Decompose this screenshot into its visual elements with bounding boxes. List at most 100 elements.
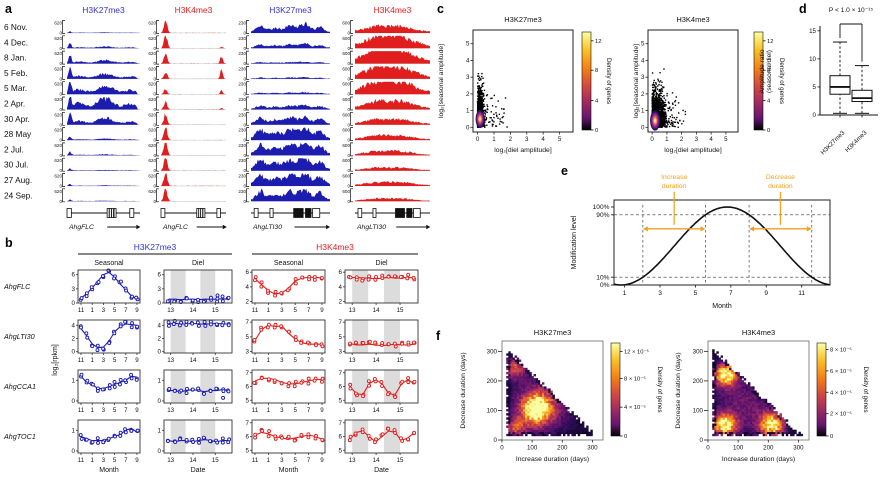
y-tick: 7: [339, 319, 343, 326]
x-tick: 3: [280, 457, 284, 464]
panel-b-canvas: H3K27me3 H3K4me3 Seasonal Diel Seasonal Diel l…: [3, 242, 419, 474]
y-tick: 6: [72, 272, 76, 279]
y-tick: 3: [466, 74, 470, 81]
y-tick: 0: [158, 448, 162, 455]
x-tick: 3: [280, 307, 284, 314]
mark-title: H3K27me3: [82, 5, 125, 15]
x-tick: 3: [658, 290, 662, 297]
track-scale-zero: 0: [243, 92, 246, 97]
y-tick: 0: [158, 398, 162, 405]
x-tick: 7: [307, 307, 311, 314]
x-tick: 3: [102, 307, 106, 314]
mark-title: H3K4me3: [316, 242, 354, 252]
y-tick: 6: [339, 269, 343, 276]
track-scale-max: 620: [54, 66, 62, 71]
track-scale-max: 600: [342, 189, 350, 194]
x-tick: 13: [349, 407, 356, 414]
x-tick: 9: [320, 307, 324, 314]
y-tick: 10%: [596, 274, 609, 281]
x-tick: 3: [102, 407, 106, 414]
x-tick: 4: [541, 136, 545, 143]
colorbar-tick: 8: [767, 68, 770, 74]
x-axis-label: Date: [191, 467, 206, 474]
track-scale-max: 620: [54, 51, 62, 56]
track-scale-max: 230: [238, 21, 246, 26]
date-label: 6 Nov.: [4, 22, 27, 32]
track-scale-zero: 0: [153, 122, 156, 127]
track-scale-zero: 0: [347, 168, 350, 173]
track-scale-zero: 0: [243, 168, 246, 173]
track-scale-zero: 0: [347, 107, 350, 112]
date-label: 5 Mar.: [4, 83, 27, 93]
date-label: 28 May: [4, 129, 32, 139]
track-scale-zero: 0: [153, 138, 156, 143]
x-tick: 7: [307, 357, 311, 364]
x-tick: 14: [373, 357, 380, 364]
colorbar-tick: 12: [767, 39, 773, 45]
y-tick: 3: [72, 286, 76, 293]
track-scale-max: 620: [148, 97, 156, 102]
sub-header: Seasonal: [274, 260, 304, 267]
x-tick: 15: [212, 307, 219, 314]
track-scale-zero: 0: [153, 61, 156, 66]
x-tick: 300: [587, 445, 598, 452]
y-tick: 5: [246, 334, 250, 341]
y-tick: 200: [693, 378, 704, 385]
x-tick: 14: [190, 357, 197, 364]
colorbar-tick: 0: [595, 128, 598, 134]
track-scale-zero: 0: [59, 138, 62, 143]
track-scale-zero: 0: [59, 92, 62, 97]
track-scale-max: 620: [54, 189, 62, 194]
panel-d-canvas: P < 1.0 × 10⁻¹⁵ Amplitude ratio (seasonal/…: [759, 7, 878, 156]
track-scale-zero: 0: [347, 46, 350, 51]
track-scale-zero: 0: [243, 153, 246, 158]
y-tick: 7: [246, 420, 250, 427]
x-tick: 5: [694, 290, 698, 297]
gene-name: AhgLTI30: [356, 224, 386, 231]
x-tick: 15: [397, 457, 404, 464]
track-scale-max: 620: [54, 21, 62, 26]
track-scale-max: 620: [54, 143, 62, 148]
x-tick: 7: [124, 357, 128, 364]
x-tick: 7: [124, 457, 128, 464]
y-tick: 90%: [596, 212, 609, 219]
x-tick: 5: [113, 407, 117, 414]
y-tick: 4: [246, 284, 250, 291]
x-tick: 5: [293, 357, 297, 364]
y-tick: 5: [339, 397, 343, 404]
track-scale-zero: 0: [243, 46, 246, 51]
annotation-label: duration: [662, 183, 687, 190]
y-tick: 6: [339, 384, 343, 391]
y-tick: 4: [339, 284, 343, 291]
x-tick: 13: [349, 307, 356, 314]
y-tick: 6: [339, 434, 343, 441]
track-scale-max: 620: [148, 66, 156, 71]
colorbar-label: Density of genes: [778, 58, 785, 104]
y-tick: 4: [641, 57, 645, 64]
x-tick: 13: [167, 407, 174, 414]
mark-title: H3K27me3: [134, 242, 177, 252]
y-tick: 1: [466, 108, 470, 115]
x-axis-label: log₂[diel amplitude]: [494, 147, 552, 154]
track-scale-max: 230: [238, 97, 246, 102]
y-tick: 3: [339, 349, 343, 356]
track-scale-max: 600: [342, 143, 350, 148]
track-scale-zero: 0: [59, 122, 62, 127]
y-tick: 1: [641, 108, 645, 115]
x-tick: 15: [212, 457, 219, 464]
y-axis-label: Decrease duration (days): [675, 352, 682, 428]
y-tick: 0: [72, 349, 76, 356]
x-tick: 3: [102, 457, 106, 464]
y-tick: 10: [809, 56, 816, 63]
y-tick: 1: [72, 427, 76, 434]
x-tick: 13: [167, 307, 174, 314]
gene-name: AhgFLC: [162, 224, 188, 231]
x-tick: 14: [373, 407, 380, 414]
y-tick: 0: [72, 398, 76, 405]
track-scale-zero: 0: [243, 184, 246, 189]
x-tick: 13: [167, 357, 174, 364]
track-scale-max: 230: [238, 143, 246, 148]
track-scale-max: 620: [54, 97, 62, 102]
y-tick: 7: [339, 370, 343, 377]
